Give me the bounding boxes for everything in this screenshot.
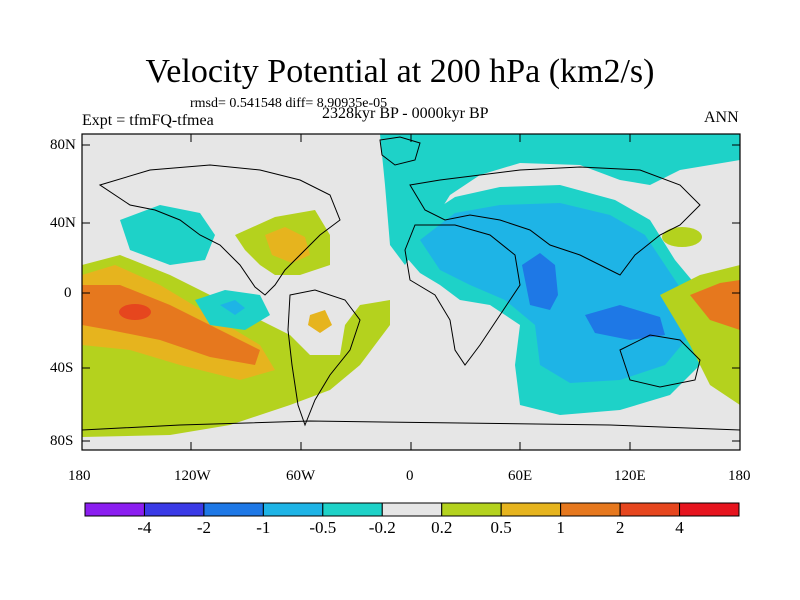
period-label: 2328kyr BP - 0000kyr BP [322, 105, 489, 122]
colorbar-label: -2 [196, 518, 211, 537]
colorbar-swatch [84, 502, 145, 517]
colorbar-swatch [262, 502, 324, 517]
lon-tick-180e: 180 [728, 468, 751, 484]
contour-atlantic-orange-dot [308, 310, 332, 333]
contour-pacific-red [119, 304, 151, 320]
colorbar-label: -1 [256, 518, 271, 537]
contour-japan-yellow [662, 227, 702, 247]
colorbar [84, 502, 740, 517]
contour-eastedge-orange [690, 280, 740, 330]
axis-ticks [81, 134, 741, 450]
contour-americas-orange [265, 227, 310, 263]
map-title: Velocity Potential at 200 hPa (km2/s) [145, 53, 655, 90]
contour-pacific-darkorange [82, 285, 260, 365]
lat-tick-0: 0 [64, 285, 72, 301]
contour-east-blue [522, 253, 558, 310]
contour-north-teal [380, 134, 740, 265]
lat-tick-40s: 40S [50, 360, 74, 376]
colorbar-swatch [679, 502, 740, 517]
lon-tick-180w: 180 [68, 468, 91, 484]
lon-tick-60w: 60W [286, 468, 316, 484]
colorbar-swatch [143, 502, 205, 517]
colorbar-label: 4 [675, 518, 684, 537]
lat-tick-80n: 80N [50, 137, 76, 153]
map-panel [81, 133, 741, 451]
contour-east-blue-2 [585, 305, 665, 340]
colorbar-label: -0.2 [368, 518, 396, 537]
colorbar-label: 2 [615, 518, 625, 537]
experiment-label: Expt = tfmFQ-tfmea [82, 112, 214, 129]
lon-tick-0: 0 [406, 468, 414, 484]
colorbar-label: 0.2 [431, 518, 453, 537]
contour-westus-teal [120, 205, 215, 265]
lat-tick-40n: 40N [50, 215, 76, 231]
colorbar-label: 0.5 [490, 518, 512, 537]
lon-tick-120e: 120E [614, 468, 646, 484]
contour-fields [82, 134, 740, 450]
season-label: ANN [704, 109, 739, 126]
coastlines [82, 136, 740, 431]
stats-text: rmsd= 0.541548 diff= 8.90935e-05 [190, 96, 388, 111]
colorbar-swatch [500, 502, 562, 517]
lon-tick-60e: 60E [508, 468, 533, 484]
colorbar-swatch [381, 502, 443, 517]
contour-eqpacific-lightblue [220, 300, 245, 315]
colorbar-label: -0.5 [309, 518, 337, 537]
colorbar-swatch [560, 502, 621, 517]
lon-tick-120w: 120W [174, 468, 211, 484]
colorbar-swatch [619, 502, 681, 517]
colorbar-swatch [441, 502, 502, 517]
colorbar-swatch [322, 502, 383, 517]
lat-tick-80s: 80S [50, 433, 74, 449]
colorbar-swatch [203, 502, 264, 517]
colorbar-label: -4 [137, 518, 152, 537]
colorbar-label: 1 [556, 518, 565, 537]
